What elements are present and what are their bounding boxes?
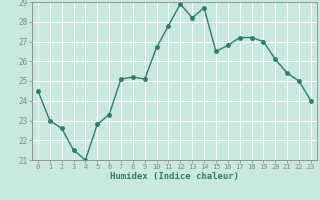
X-axis label: Humidex (Indice chaleur): Humidex (Indice chaleur): [110, 172, 239, 181]
